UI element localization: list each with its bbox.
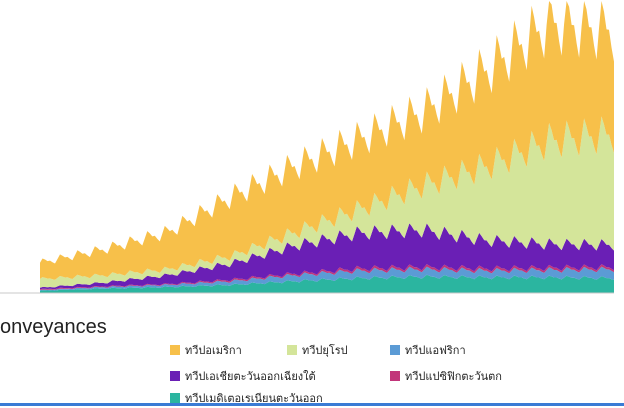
legend-swatch <box>390 371 400 381</box>
legend-item-southeast-asia: ทวีปเอเชียตะวันออกเฉียงใต้ <box>170 367 316 385</box>
chart-title: onveyances <box>0 316 107 338</box>
legend-label: ทวีปแปซิฟิกตะวันตก <box>405 370 502 383</box>
chart-areas <box>40 1 614 293</box>
series-area-0 <box>40 274 614 293</box>
legend-item-africa: ทวีปแอฟริกา <box>390 341 466 359</box>
series-area-3 <box>40 223 614 290</box>
series-area-5 <box>40 1 614 280</box>
series-area-2 <box>40 264 614 290</box>
legend-swatch <box>287 345 297 355</box>
series-area-1 <box>40 266 614 291</box>
bottom-border <box>0 403 624 406</box>
legend-label: ทวีปยุโรป <box>302 344 348 357</box>
legend-label: ทวีปแอฟริกา <box>405 344 466 357</box>
legend-item-americas: ทวีปอเมริกา <box>170 341 242 359</box>
legend-item-europe: ทวีปยุโรป <box>287 341 348 359</box>
legend-swatch <box>170 345 180 355</box>
legend-label: ทวีปอเมริกา <box>185 344 242 357</box>
legend-item-western-pacific: ทวีปแปซิฟิกตะวันตก <box>390 367 502 385</box>
legend-swatch <box>170 371 180 381</box>
stacked-area-chart: Mar 31Jun 30Sep 30Dec 31 <box>0 1 614 294</box>
series-area-4 <box>40 116 614 288</box>
legend-swatch <box>390 345 400 355</box>
legend-label: ทวีปเอเชียตะวันออกเฉียงใต้ <box>185 370 316 383</box>
legend-swatch <box>170 393 180 403</box>
